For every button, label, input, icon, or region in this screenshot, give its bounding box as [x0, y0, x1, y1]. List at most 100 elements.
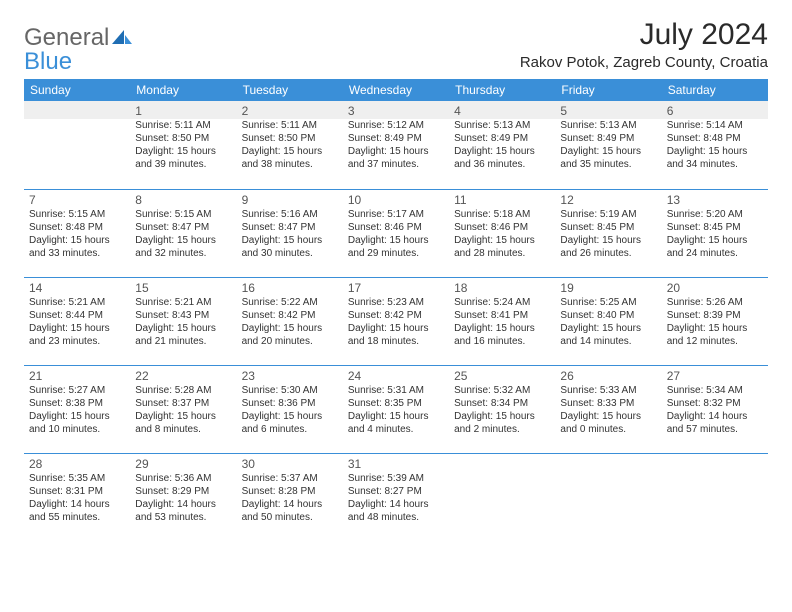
- day-number: 26: [560, 369, 656, 383]
- day-detail-line: Sunrise: 5:13 AM: [560, 119, 656, 132]
- day-number: 11: [454, 193, 550, 207]
- calendar-week-row: 1Sunrise: 5:11 AMSunset: 8:50 PMDaylight…: [24, 101, 768, 189]
- day-detail-line: Sunrise: 5:28 AM: [135, 384, 231, 397]
- calendar-day-cell: 12Sunrise: 5:19 AMSunset: 8:45 PMDayligh…: [555, 189, 661, 277]
- day-detail-line: Daylight: 15 hours: [29, 322, 125, 335]
- day-number: 13: [667, 193, 763, 207]
- day-detail-line: Sunrise: 5:15 AM: [29, 208, 125, 221]
- day-detail-line: and 37 minutes.: [348, 158, 444, 171]
- day-detail-line: and 14 minutes.: [560, 335, 656, 348]
- day-detail-line: Sunset: 8:43 PM: [135, 309, 231, 322]
- calendar-week-row: 14Sunrise: 5:21 AMSunset: 8:44 PMDayligh…: [24, 277, 768, 365]
- day-detail-line: Daylight: 15 hours: [29, 410, 125, 423]
- day-detail-line: Sunset: 8:33 PM: [560, 397, 656, 410]
- day-number: 30: [242, 457, 338, 471]
- calendar-day-cell: 18Sunrise: 5:24 AMSunset: 8:41 PMDayligh…: [449, 277, 555, 365]
- day-detail-line: and 36 minutes.: [454, 158, 550, 171]
- day-detail-line: Daylight: 15 hours: [29, 234, 125, 247]
- day-detail-line: Sunset: 8:47 PM: [242, 221, 338, 234]
- logo-sail-icon: [111, 29, 133, 47]
- day-detail-line: and 24 minutes.: [667, 247, 763, 260]
- day-detail-line: and 48 minutes.: [348, 511, 444, 524]
- day-detail-line: Daylight: 15 hours: [454, 322, 550, 335]
- weekday-header: Saturday: [662, 79, 768, 101]
- day-number: 8: [135, 193, 231, 207]
- calendar-day-cell: 2Sunrise: 5:11 AMSunset: 8:50 PMDaylight…: [237, 101, 343, 189]
- day-detail-line: Sunset: 8:40 PM: [560, 309, 656, 322]
- day-detail-line: Daylight: 15 hours: [242, 410, 338, 423]
- day-detail-line: Sunrise: 5:26 AM: [667, 296, 763, 309]
- day-detail-line: and 23 minutes.: [29, 335, 125, 348]
- calendar-day-cell: 19Sunrise: 5:25 AMSunset: 8:40 PMDayligh…: [555, 277, 661, 365]
- day-detail-line: Daylight: 15 hours: [454, 410, 550, 423]
- day-detail-line: Sunset: 8:34 PM: [454, 397, 550, 410]
- title-block: July 2024 Rakov Potok, Zagreb County, Cr…: [520, 18, 768, 71]
- day-detail-line: Daylight: 14 hours: [242, 498, 338, 511]
- day-detail-line: Sunrise: 5:17 AM: [348, 208, 444, 221]
- day-detail-line: Sunset: 8:48 PM: [29, 221, 125, 234]
- day-detail-line: Sunset: 8:45 PM: [560, 221, 656, 234]
- day-detail-line: and 53 minutes.: [135, 511, 231, 524]
- day-detail-line: Sunset: 8:49 PM: [454, 132, 550, 145]
- day-detail-line: Sunset: 8:45 PM: [667, 221, 763, 234]
- day-detail-line: and 57 minutes.: [667, 423, 763, 436]
- day-detail-line: Daylight: 15 hours: [454, 145, 550, 158]
- day-number: 18: [454, 281, 550, 295]
- month-title: July 2024: [520, 18, 768, 52]
- day-detail-line: Daylight: 15 hours: [454, 234, 550, 247]
- day-detail-line: Daylight: 15 hours: [348, 322, 444, 335]
- day-detail-line: Sunset: 8:32 PM: [667, 397, 763, 410]
- calendar-day-cell: 4Sunrise: 5:13 AMSunset: 8:49 PMDaylight…: [449, 101, 555, 189]
- day-detail-line: Sunset: 8:44 PM: [29, 309, 125, 322]
- calendar-day-cell: 1Sunrise: 5:11 AMSunset: 8:50 PMDaylight…: [130, 101, 236, 189]
- day-detail-line: Daylight: 15 hours: [348, 234, 444, 247]
- day-detail-line: and 29 minutes.: [348, 247, 444, 260]
- day-detail-line: Sunset: 8:49 PM: [560, 132, 656, 145]
- day-detail-line: Daylight: 15 hours: [560, 145, 656, 158]
- day-number: 2: [242, 104, 338, 118]
- day-detail-line: Sunrise: 5:20 AM: [667, 208, 763, 221]
- day-detail-line: Daylight: 15 hours: [348, 145, 444, 158]
- calendar-day-cell: [24, 101, 130, 189]
- day-number: 15: [135, 281, 231, 295]
- day-detail-line: and 21 minutes.: [135, 335, 231, 348]
- calendar-day-cell: 9Sunrise: 5:16 AMSunset: 8:47 PMDaylight…: [237, 189, 343, 277]
- calendar-week-row: 7Sunrise: 5:15 AMSunset: 8:48 PMDaylight…: [24, 189, 768, 277]
- calendar-day-cell: [449, 453, 555, 541]
- day-detail-line: Sunrise: 5:23 AM: [348, 296, 444, 309]
- day-number: 23: [242, 369, 338, 383]
- day-detail-line: and 33 minutes.: [29, 247, 125, 260]
- calendar-day-cell: 14Sunrise: 5:21 AMSunset: 8:44 PMDayligh…: [24, 277, 130, 365]
- calendar-day-cell: [555, 453, 661, 541]
- day-detail-line: Sunset: 8:36 PM: [242, 397, 338, 410]
- day-detail-line: Sunrise: 5:15 AM: [135, 208, 231, 221]
- day-detail-line: Daylight: 15 hours: [135, 322, 231, 335]
- day-detail-line: Sunset: 8:50 PM: [135, 132, 231, 145]
- logo-text-2: Blue: [24, 48, 72, 76]
- day-detail-line: Sunset: 8:46 PM: [454, 221, 550, 234]
- day-detail-line: Sunrise: 5:11 AM: [242, 119, 338, 132]
- day-detail-line: and 32 minutes.: [135, 247, 231, 260]
- weekday-header: Tuesday: [237, 79, 343, 101]
- day-number: 17: [348, 281, 444, 295]
- day-detail-line: Daylight: 15 hours: [560, 410, 656, 423]
- day-detail-line: and 20 minutes.: [242, 335, 338, 348]
- calendar-day-cell: 17Sunrise: 5:23 AMSunset: 8:42 PMDayligh…: [343, 277, 449, 365]
- day-detail-line: and 28 minutes.: [454, 247, 550, 260]
- day-detail-line: and 30 minutes.: [242, 247, 338, 260]
- day-detail-line: Sunset: 8:46 PM: [348, 221, 444, 234]
- calendar-day-cell: 21Sunrise: 5:27 AMSunset: 8:38 PMDayligh…: [24, 365, 130, 453]
- day-number: 12: [560, 193, 656, 207]
- day-detail-line: Sunrise: 5:34 AM: [667, 384, 763, 397]
- day-detail-line: Sunset: 8:28 PM: [242, 485, 338, 498]
- day-number: 29: [135, 457, 231, 471]
- calendar-day-cell: 8Sunrise: 5:15 AMSunset: 8:47 PMDaylight…: [130, 189, 236, 277]
- calendar-day-cell: 23Sunrise: 5:30 AMSunset: 8:36 PMDayligh…: [237, 365, 343, 453]
- weekday-header: Thursday: [449, 79, 555, 101]
- day-detail-line: Sunset: 8:37 PM: [135, 397, 231, 410]
- day-detail-line: Sunrise: 5:27 AM: [29, 384, 125, 397]
- day-number: 16: [242, 281, 338, 295]
- day-detail-line: Sunrise: 5:31 AM: [348, 384, 444, 397]
- calendar-day-cell: 5Sunrise: 5:13 AMSunset: 8:49 PMDaylight…: [555, 101, 661, 189]
- day-detail-line: Daylight: 15 hours: [242, 145, 338, 158]
